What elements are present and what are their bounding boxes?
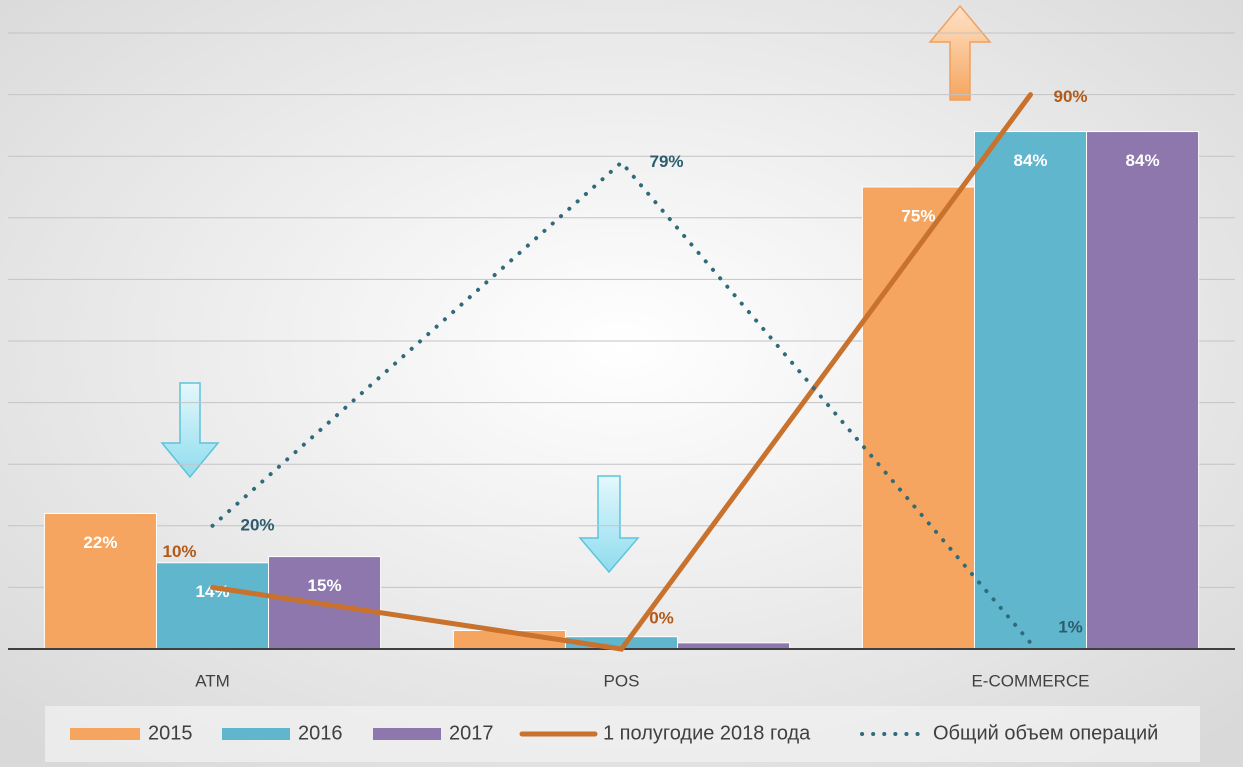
bar bbox=[861, 186, 975, 650]
legend-swatch bbox=[70, 728, 140, 740]
x-tick-label: POS bbox=[604, 671, 640, 690]
data-label: 15% bbox=[308, 576, 342, 595]
data-label: 84% bbox=[1013, 151, 1047, 170]
data-label: 84% bbox=[1126, 151, 1160, 170]
line bbox=[210, 92, 1033, 652]
data-label: 20% bbox=[240, 515, 274, 534]
down-arrow bbox=[578, 475, 640, 574]
data-label: 0% bbox=[649, 608, 674, 627]
up-arrow bbox=[928, 4, 992, 101]
legend-label: 2017 bbox=[449, 722, 494, 744]
data-label: 1% bbox=[1058, 617, 1083, 636]
x-tick-label: E-COMMERCE bbox=[971, 671, 1089, 690]
data-label: 22% bbox=[83, 533, 117, 552]
legend-swatch bbox=[373, 728, 441, 740]
data-label: 90% bbox=[1053, 87, 1087, 106]
legend-label: 2016 bbox=[298, 722, 343, 744]
bar bbox=[155, 562, 270, 650]
data-label: 75% bbox=[901, 206, 935, 225]
data-label: 10% bbox=[162, 542, 196, 561]
down-arrow bbox=[160, 382, 220, 479]
legend-swatch bbox=[222, 728, 290, 740]
data-label: 79% bbox=[649, 152, 683, 171]
bar bbox=[43, 512, 157, 650]
legend-label: 1 полугодие 2018 года bbox=[603, 722, 811, 744]
bar bbox=[1086, 131, 1200, 650]
legend-label: 2015 bbox=[148, 722, 193, 744]
bar bbox=[973, 131, 1088, 650]
x-tick-label: ATM bbox=[195, 671, 230, 690]
legend-label: Общий объем операций bbox=[933, 722, 1158, 744]
